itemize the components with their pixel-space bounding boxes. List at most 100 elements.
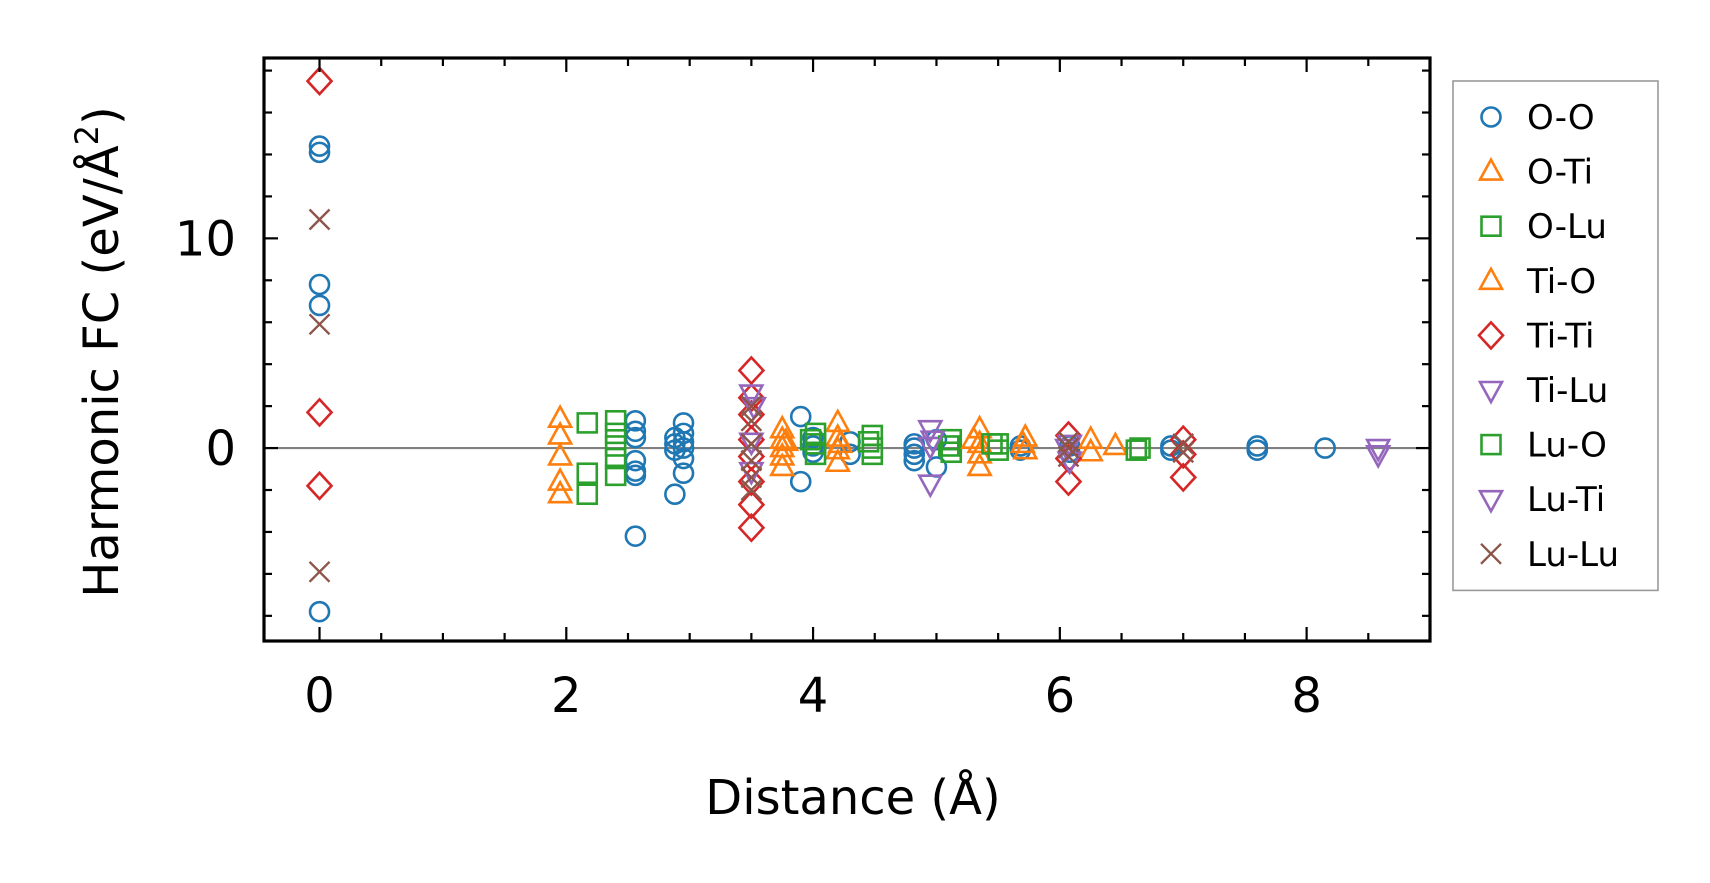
point-o-ti-0 [546, 404, 574, 429]
x-axis-label: Distance (Å) [705, 769, 1000, 826]
point-o-lu-0 [576, 412, 599, 434]
point-o-lu-15 [940, 441, 963, 464]
point-o-ti-17 [966, 452, 993, 477]
point-ti-ti-9 [737, 489, 766, 520]
legend-label: O-Lu [1527, 207, 1607, 247]
point-o-o-32 [903, 449, 926, 472]
point-o-ti-13 [824, 448, 851, 473]
point-ti-o-3 [1009, 429, 1037, 454]
legend-marker [1477, 320, 1505, 351]
y-axis-label-superscript: 2 [68, 125, 106, 145]
point-o-lu-18 [1129, 437, 1151, 459]
point-o-o-42 [1246, 439, 1269, 461]
point-o-o-18 [672, 430, 695, 453]
legend-marker [1477, 156, 1505, 181]
point-o-o-20 [672, 447, 695, 470]
legend-entry: O-Lu [1480, 207, 1607, 247]
point-lu-lu-13 [1172, 441, 1195, 464]
point-o-o-22 [789, 405, 812, 428]
point-o-o-3 [308, 294, 331, 317]
y-tick-label: 0 [205, 421, 236, 477]
legend-label: Lu-Ti [1527, 480, 1605, 520]
point-o-o-21 [672, 462, 695, 485]
series-o-o [308, 135, 1336, 623]
legend-marker [1480, 542, 1502, 565]
point-ti-lu-2 [738, 461, 765, 486]
point-o-lu-7 [604, 464, 627, 487]
point-o-o-2 [308, 273, 331, 296]
point-o-lu-6 [604, 447, 627, 470]
y-axis-label-suffix: ) [74, 106, 130, 125]
legend-entry: O-O [1480, 98, 1595, 138]
point-o-ti-4 [546, 479, 574, 504]
legend-marker [1480, 433, 1502, 456]
point-o-ti-2 [546, 441, 574, 466]
point-o-o-11 [624, 525, 647, 547]
point-o-o-34 [925, 456, 948, 478]
point-o-ti-8 [769, 441, 796, 466]
legend-entry: Ti-O [1477, 262, 1596, 302]
point-o-lu-13 [861, 443, 884, 466]
point-ti-ti-8 [737, 466, 766, 497]
legend-label: Lu-Lu [1527, 535, 1619, 575]
point-lu-lu-1 [308, 313, 331, 336]
point-o-o-17 [672, 422, 695, 445]
point-lu-lu-0 [308, 208, 331, 231]
legend-marker [1477, 266, 1505, 291]
legend-label: Ti-Lu [1526, 371, 1608, 411]
legend-entry: Ti-Lu [1477, 371, 1608, 411]
x-tick-label: 2 [551, 668, 582, 724]
point-o-o-4 [308, 600, 331, 623]
legend-entry: Lu-Ti [1477, 480, 1605, 520]
point-lu-lu-12 [1172, 433, 1195, 455]
point-o-o-10 [624, 464, 647, 487]
point-lu-lu-8 [740, 479, 763, 501]
point-lu-lu-4 [740, 409, 763, 432]
point-lu-ti-1 [919, 430, 946, 455]
point-o-lu-1 [576, 462, 599, 485]
point-o-lu-17 [987, 439, 1009, 461]
legend-entry: O-Ti [1477, 153, 1593, 193]
point-ti-ti-15 [1169, 439, 1197, 470]
legend-marker [1480, 106, 1502, 128]
point-ti-ti-2 [305, 470, 334, 501]
point-o-o-19 [672, 437, 695, 459]
x-axis: 0 2 4 6 8 [304, 58, 1432, 724]
plot-area [262, 56, 1432, 643]
point-ti-lu-0 [738, 384, 765, 409]
point-o-o-23 [789, 470, 812, 493]
legend-entry: Lu-Lu [1480, 535, 1619, 575]
series-lu-o [799, 428, 1148, 461]
point-o-lu-2 [576, 483, 599, 506]
point-lu-o-0 [799, 428, 822, 451]
x-tick-label: 6 [1045, 668, 1076, 724]
point-o-lu-10 [804, 443, 827, 466]
point-ti-lu-5 [917, 474, 944, 499]
point-ti-ti-0 [305, 66, 334, 96]
legend: O-O O-Ti O-Lu Ti-O Ti-Ti Ti-Lu Lu-O Lu-Ti Lu-Lu [1452, 80, 1659, 592]
y-tick-label: 10 [175, 211, 236, 267]
legend-marker [1480, 215, 1502, 237]
legend-label: O-Ti [1527, 153, 1593, 193]
point-o-ti-22 [1102, 431, 1129, 456]
point-o-o-41 [1246, 435, 1269, 457]
point-ti-ti-16 [1169, 462, 1197, 493]
point-o-o-1 [308, 141, 331, 164]
point-o-ti-10 [824, 408, 851, 433]
point-o-o-43 [1314, 437, 1336, 459]
point-lu-lu-10 [1057, 437, 1080, 459]
x-tick-label: 0 [304, 668, 335, 724]
legend-marker [1477, 380, 1505, 405]
legend-label: Lu-O [1527, 426, 1607, 466]
legend-label: O-O [1527, 98, 1595, 138]
point-o-lu-4 [604, 422, 627, 445]
plot-frame [262, 56, 1432, 643]
point-ti-lu-1 [738, 432, 765, 457]
point-o-ti-15 [966, 429, 993, 454]
point-lu-lu-2 [308, 560, 331, 583]
series-lu-lu [308, 208, 1195, 583]
point-ti-lu-9 [1364, 445, 1392, 470]
point-ti-ti-3 [737, 355, 766, 386]
point-ti-ti-10 [737, 512, 766, 543]
